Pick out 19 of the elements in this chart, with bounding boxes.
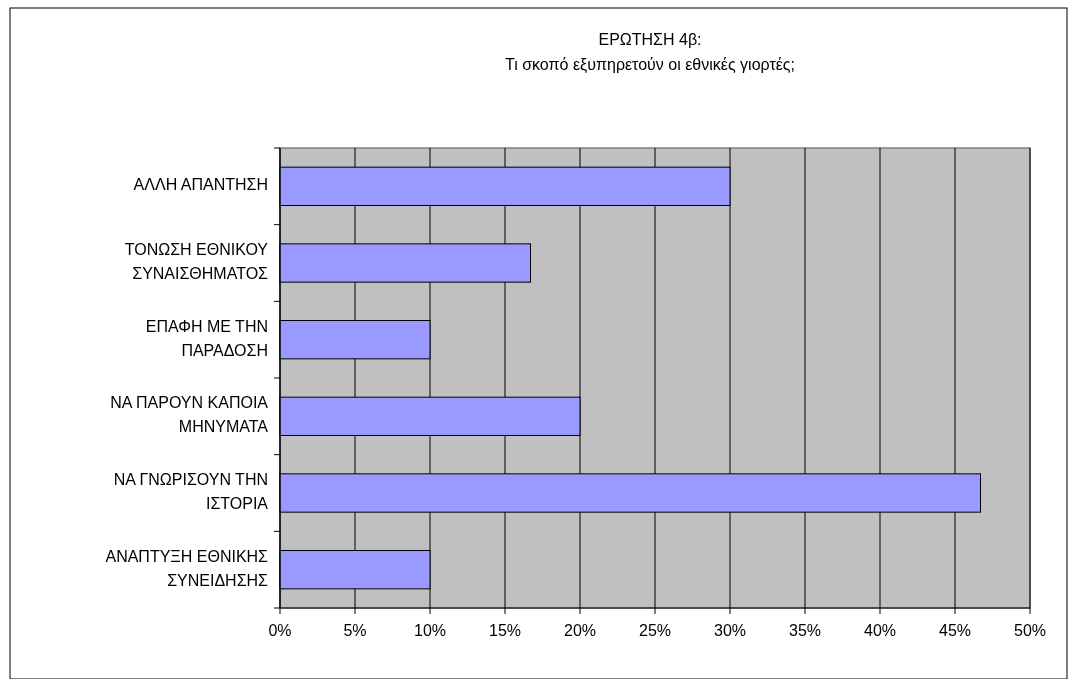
chart-title: ΕΡΩΤΗΣΗ 4β: xyxy=(598,31,702,48)
x-tick-label: 30% xyxy=(713,622,747,639)
y-tick-label: ΤΟΝΩΣΗ ΕΘΝΙΚΟΥ ΣΥΝΑΙΣΘΗΜΑΤΟΣ xyxy=(124,241,269,283)
x-tick-label: 50% xyxy=(1013,622,1047,639)
x-tick-label: 15% xyxy=(488,622,522,639)
x-tick-label: 40% xyxy=(863,622,897,639)
y-tick-label: ΑΝΑΠΤΥΞΗ ΕΘΝΙΚΗΣ ΣΥΝΕΙΔΗΣΗΣ xyxy=(105,547,269,589)
y-tick-label: ΑΛΛΗ ΑΠΑΝΤΗΣΗ xyxy=(133,176,268,194)
y-tick-label: ΝΑ ΓΝΩΡΙΣΟΥΝ ΤΗΝ ΙΣΤΟΡΙΑ xyxy=(113,471,269,513)
x-tick-label: 0% xyxy=(268,622,292,639)
chart-subtitle: Τι σκοπό εξυπηρετούν οι εθνικές γιορτές; xyxy=(504,56,796,74)
x-tick-label: 25% xyxy=(638,622,672,639)
x-tick-label: 35% xyxy=(788,622,822,639)
y-tick-label: ΕΠΑΦΗ ΜΕ ΤΗΝ ΠΑΡΑΔΟΣΗ xyxy=(145,317,268,359)
x-tick-label: 10% xyxy=(413,622,447,639)
x-tick-label: 20% xyxy=(563,622,597,639)
x-tick-label: 45% xyxy=(938,622,972,639)
y-tick-label: ΝΑ ΠΑΡΟΥΝ ΚΑΠΟΙΑ ΜΗΝΥΜΑΤΑ xyxy=(110,394,269,436)
x-tick-label: 5% xyxy=(343,622,367,639)
